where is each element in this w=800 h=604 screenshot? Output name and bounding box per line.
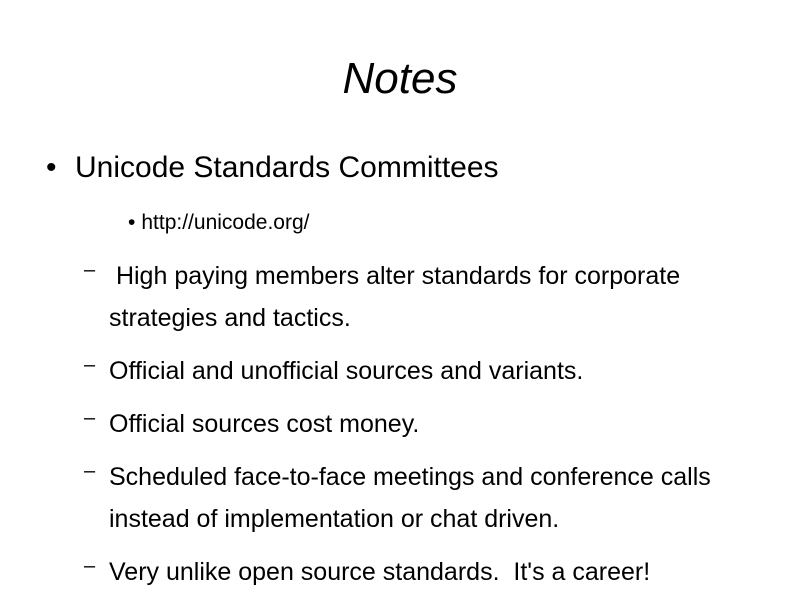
bullet-icon: • [46, 151, 57, 184]
list-item-text: Very unlike open source standards. It's … [109, 558, 651, 586]
list-item-text: Official sources cost money. [109, 410, 420, 438]
list-item: – High paying members alter standards fo… [0, 255, 769, 339]
list-item-text: High paying members alter standards for … [109, 262, 688, 332]
list-item: – Official and unofficial sources and va… [0, 350, 769, 392]
level2-bullet-item: • http://unicode.org/ [128, 209, 309, 237]
list-item-text: Official and unofficial sources and vari… [109, 357, 584, 385]
dash-bullet-list: – High paying members alter standards fo… [0, 255, 800, 604]
list-item-text: Scheduled face-to-face meetings and conf… [109, 463, 711, 533]
bullet-icon: • [128, 211, 136, 234]
list-item: – Very unlike open source standards. It'… [0, 551, 769, 593]
level1-bullet-text: Unicode Standards Committees [75, 151, 499, 184]
unicode-url-text: http://unicode.org/ [141, 211, 310, 234]
dash-icon: – [84, 460, 96, 482]
dash-icon: – [84, 354, 96, 376]
slide-title: Notes [342, 54, 458, 103]
dash-icon: – [84, 407, 96, 429]
dash-icon: – [84, 259, 96, 281]
list-item: – Official sources cost money. [0, 403, 769, 445]
list-item: – Scheduled face-to-face meetings and co… [0, 456, 769, 540]
dash-icon: – [84, 555, 96, 577]
